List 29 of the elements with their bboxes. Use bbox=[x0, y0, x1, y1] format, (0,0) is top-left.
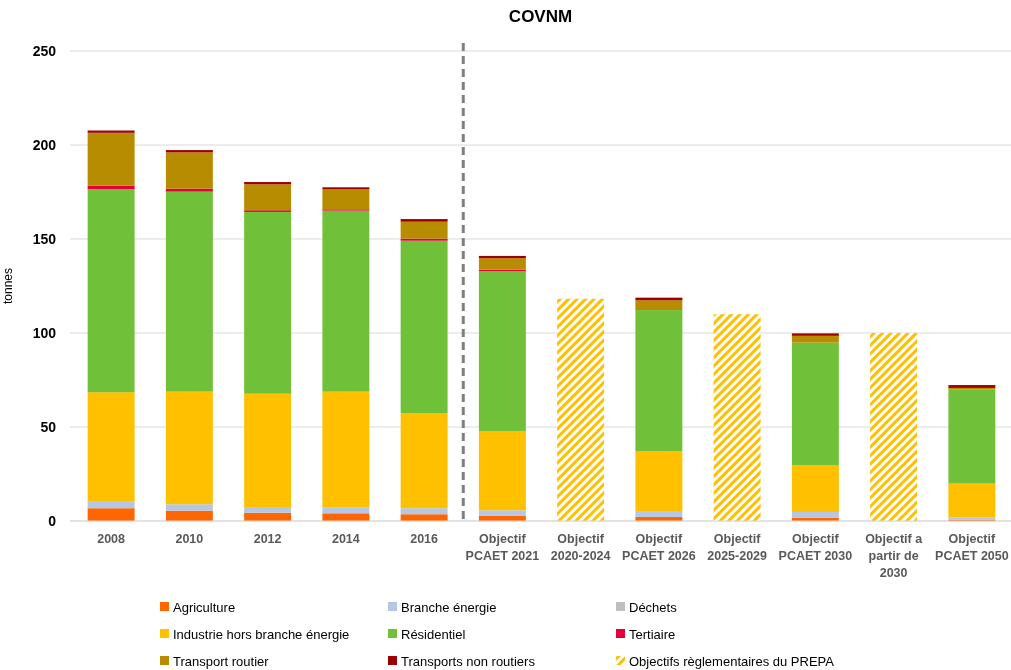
x-tick-label: Objectif a partir de 2030 bbox=[865, 532, 924, 580]
legend-label: Déchets bbox=[629, 599, 678, 615]
x-tick-label: Objectif PCAET 2026 bbox=[622, 532, 696, 563]
y-tick-label: 100 bbox=[32, 324, 57, 341]
x-tick-label: 2010 bbox=[175, 532, 204, 546]
legend-label: Transport routier bbox=[173, 653, 270, 669]
x-tick-label: 2016 bbox=[410, 532, 439, 546]
legend-label: Agriculture bbox=[173, 599, 236, 615]
chart-title: COVNM bbox=[508, 7, 573, 26]
legend-label: Industrie hors branche énergie bbox=[173, 626, 350, 642]
legend-label: Transports non routiers bbox=[401, 653, 536, 669]
x-tick-label: 2014 bbox=[331, 532, 360, 546]
legend-label: Branche énergie bbox=[401, 599, 497, 615]
y-tick-label: 150 bbox=[32, 230, 57, 247]
x-tick-label: Objectif 2025-2029 bbox=[707, 532, 768, 563]
y-tick-label: 200 bbox=[32, 136, 57, 153]
y-axis-title: tonnes bbox=[1, 267, 15, 305]
legend-label: Objectifs règlementaires du PREPA bbox=[629, 653, 835, 669]
x-tick-label: 2008 bbox=[97, 532, 126, 546]
x-tick-label: Objectif PCAET 2021 bbox=[465, 532, 540, 563]
y-tick-label: 50 bbox=[40, 418, 57, 435]
x-tick-label: Objectif PCAET 2030 bbox=[778, 532, 853, 563]
y-tick-label: 250 bbox=[32, 42, 57, 59]
y-tick-label: 0 bbox=[48, 512, 57, 529]
legend-label: Résidentiel bbox=[401, 626, 466, 642]
x-tick-label: Objectif PCAET 2050 bbox=[935, 532, 1009, 563]
x-tick-label: Objectif 2020-2024 bbox=[550, 532, 611, 563]
x-tick-label: 2012 bbox=[253, 532, 282, 546]
legend-label: Tertiaire bbox=[629, 626, 676, 642]
